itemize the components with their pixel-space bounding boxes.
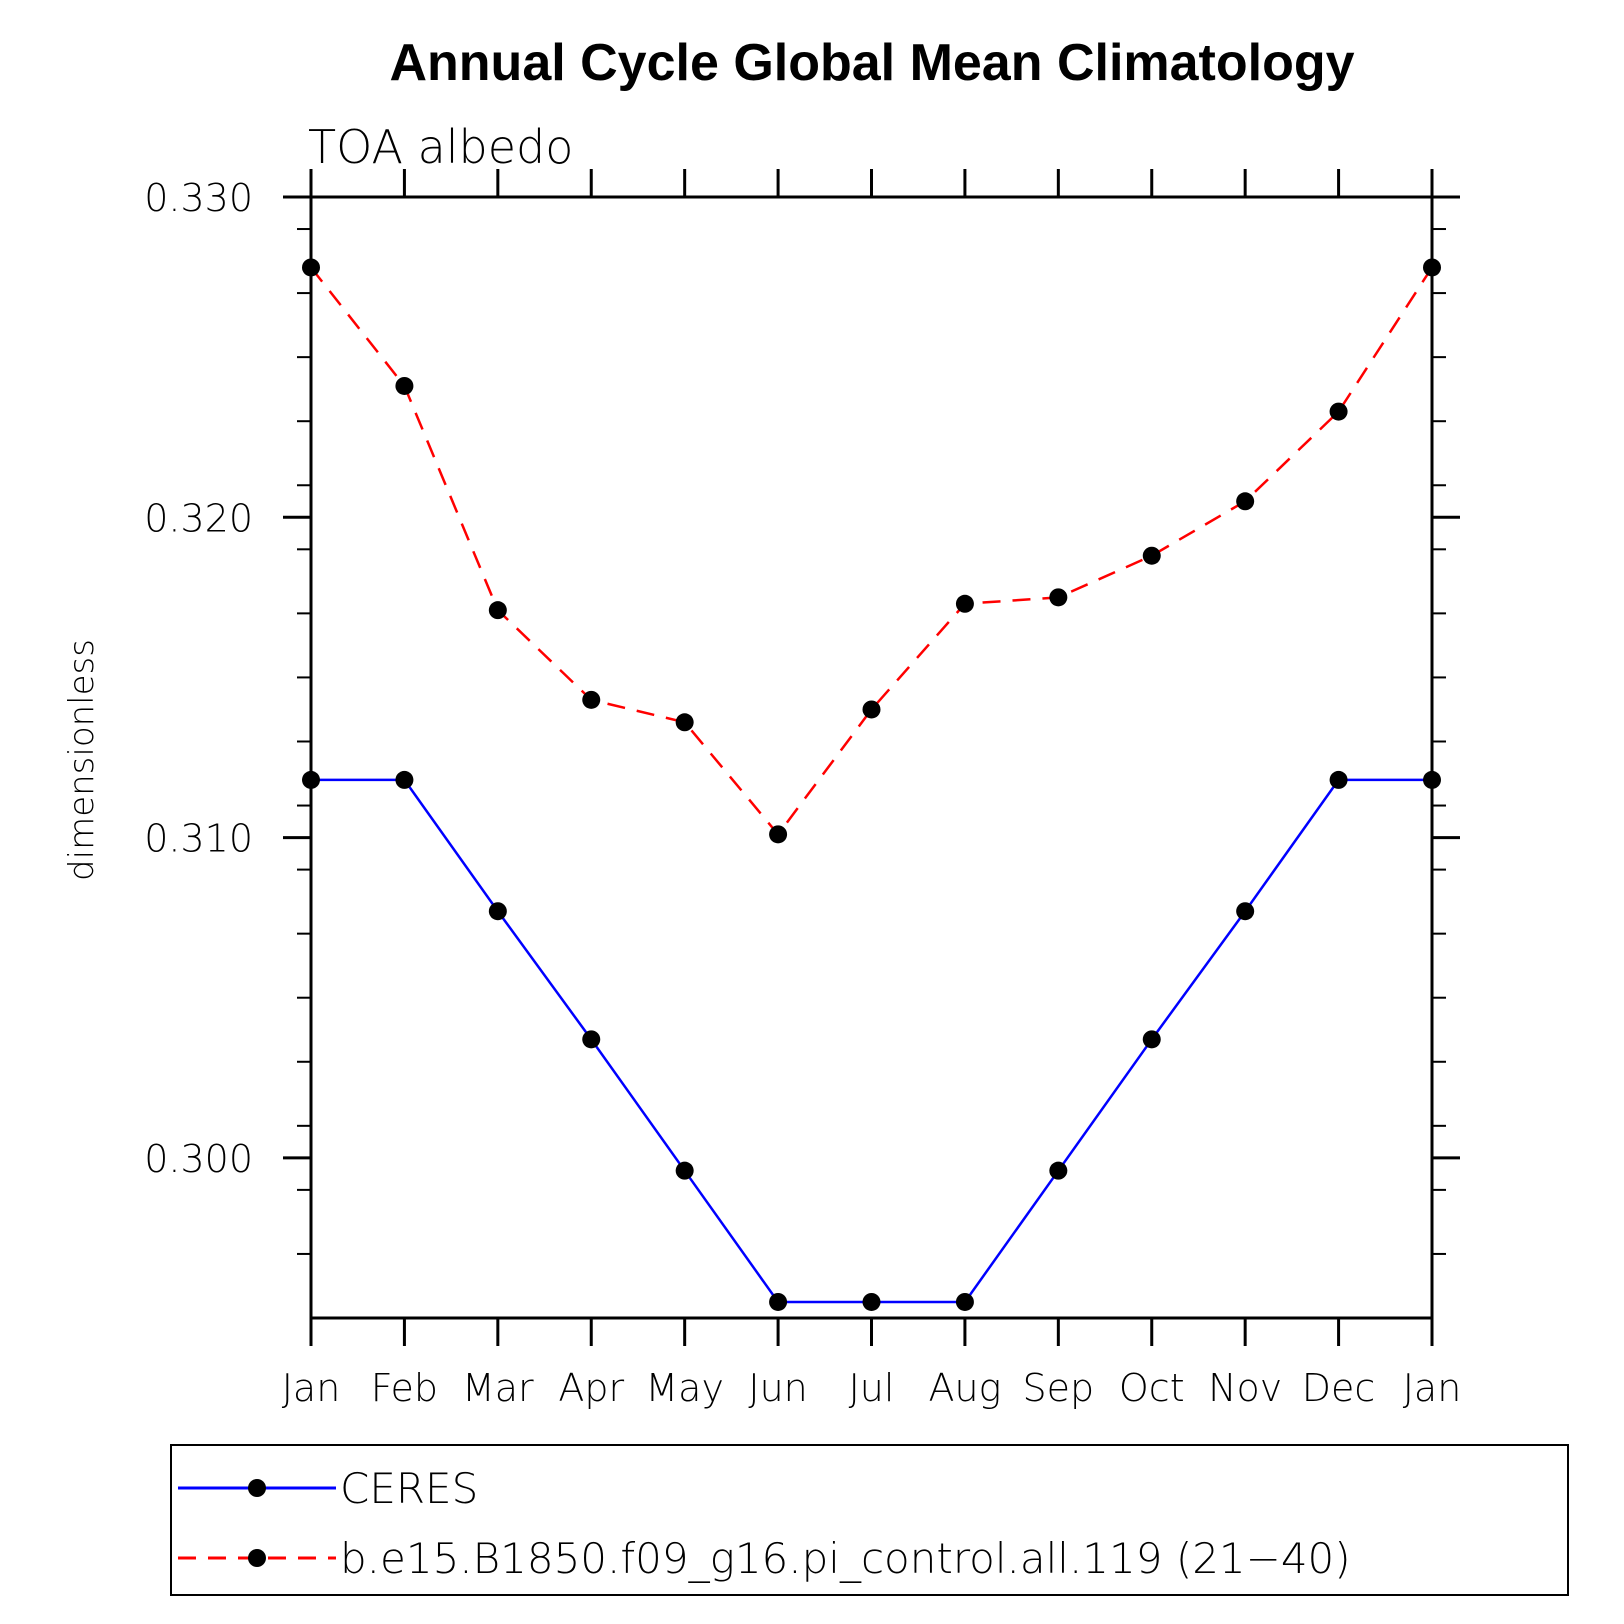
x-tick-label: May [645,1366,724,1410]
series-1-point [769,825,788,844]
series-1-point [582,690,601,709]
legend-swatch-marker-ceres [248,1479,266,1497]
y-axis-label: dimensionless [62,639,102,881]
series-layer [302,258,1441,1311]
legend-swatch-marker-model [248,1549,266,1567]
series-0-point [488,902,507,921]
series-1-point [302,258,320,277]
series-0-point [955,1292,974,1311]
x-tick-label: Jun [748,1366,807,1410]
x-tick-label: Sep [1023,1366,1095,1410]
series-0-point [675,1161,694,1180]
series-0-point [1236,902,1255,921]
legend: CERES b.e15.B1850.f09_g16.pi_control.all… [170,1444,1569,1596]
series-0-point [1423,770,1441,789]
x-tick-label: Jan [282,1366,341,1410]
x-tick-label: Dec [1302,1366,1376,1410]
x-tick-label: Nov [1208,1366,1282,1410]
legend-box [170,1444,1569,1596]
series-1-point [862,700,881,719]
series-line-1 [310,266,1434,837]
series-1-point [1049,588,1068,607]
series-1-point [1236,492,1255,511]
y-tick-label: 0.310 [144,817,253,861]
x-tick-label: Aug [928,1366,1001,1410]
series-1-point [1423,258,1441,277]
chart-title: Annual Cycle Global Mean Climatology [389,34,1354,92]
series-1-point [1329,402,1348,421]
series-0-point [769,1292,788,1311]
series-1-point [675,713,694,732]
x-tick-label: Apr [558,1366,624,1410]
axes: Jan Feb Mar Apr May Jun Jul Aug Sep Oct Nov Dec Jan 0… [144,169,1461,1410]
x-tick-label: Jan [1403,1366,1462,1410]
chart-subtitle: TOA albedo [308,120,573,174]
series-1-point [1142,546,1161,565]
plot-frame [309,195,1434,1320]
x-tick-label: Jul [849,1366,895,1410]
legend-label-model: b.e15.B1850.f09_g16.pi_control.all.119 (… [340,1534,1351,1583]
series-1-point [395,376,414,395]
series-0-point [1049,1161,1068,1180]
series-0-point [395,770,414,789]
y-tick-label: 0.300 [144,1137,253,1181]
series-1-point [488,601,507,620]
x-tick-label: Feb [371,1366,438,1410]
series-0-point [1142,1030,1161,1049]
y-tick-label: 0.330 [144,176,253,220]
y-tick-label: 0.320 [144,496,253,540]
series-1-point [955,594,974,613]
series-0-point [302,770,320,789]
series-0-point [582,1030,601,1049]
x-tick-label: Mar [462,1366,534,1410]
legend-label-ceres: CERES [340,1464,478,1513]
series-0-point [1329,770,1348,789]
x-tick-label: Oct [1119,1366,1185,1410]
series-line-0 [311,778,1432,1304]
series-0-point [862,1292,881,1311]
